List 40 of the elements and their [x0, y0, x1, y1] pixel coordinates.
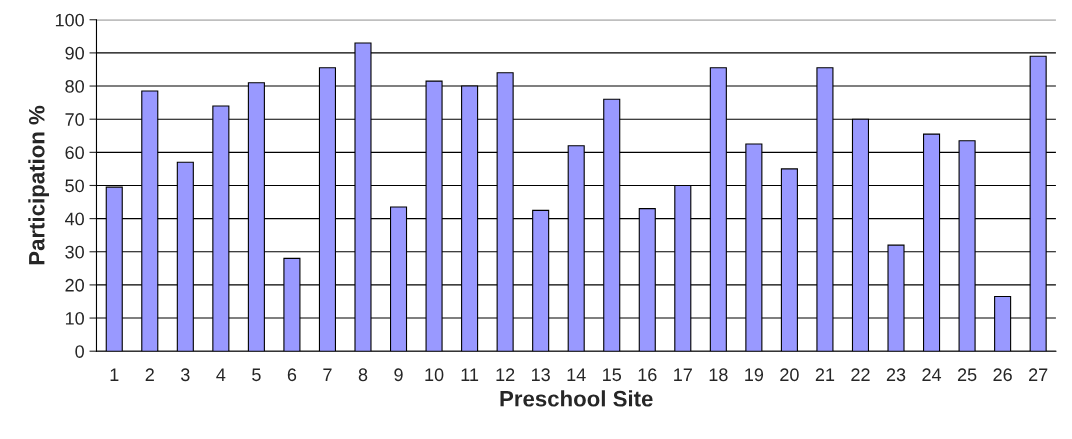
x-tick-label: 7	[323, 368, 332, 381]
x-tick-label: 13	[532, 368, 550, 382]
x-tick-label: 15	[603, 368, 622, 382]
x-tick-label: 1	[110, 368, 119, 381]
x-tick-label: 16	[638, 368, 657, 382]
y-axis-title: Participation %	[28, 105, 49, 265]
x-tick-label: 26	[993, 368, 1012, 382]
x-tick-label: 14	[567, 368, 586, 381]
x-tick-label: 5	[252, 368, 261, 382]
y-tick-label: 100	[55, 13, 84, 27]
x-tick-label: 18	[709, 368, 728, 382]
x-tick-label: 27	[1029, 368, 1048, 381]
x-tick-label: 25	[957, 368, 977, 382]
y-tick-label: 20	[65, 278, 84, 292]
y-tick-label: 50	[65, 179, 84, 193]
y-tick-label: 0	[75, 345, 84, 358]
x-tick-label: 6	[287, 368, 297, 382]
y-tick-label: 30	[65, 245, 84, 259]
x-tick-label: 10	[425, 368, 444, 382]
x-tick-label: 23	[886, 368, 906, 382]
x-tick-label: 12	[496, 368, 515, 381]
x-tick-label: 3	[180, 368, 190, 382]
y-tick-label: 60	[65, 146, 84, 160]
x-tick-label: 22	[851, 368, 870, 381]
y-tick-label: 70	[65, 113, 84, 126]
x-tick-label: 21	[815, 368, 835, 381]
x-axis-title: Preschool Site	[500, 390, 653, 407]
x-tick-label: 24	[922, 368, 942, 381]
y-tick-label: 40	[65, 212, 84, 226]
x-tick-label: 20	[780, 368, 799, 382]
x-tick-label: 4	[216, 368, 226, 381]
x-tick-label: 11	[461, 368, 479, 381]
y-tick-label: 90	[65, 46, 84, 60]
y-tick-label: 10	[65, 311, 84, 325]
x-tick-label: 8	[358, 368, 368, 382]
x-tick-label: 17	[674, 368, 692, 381]
y-tick-label: 80	[65, 79, 84, 93]
x-tick-label: 2	[145, 368, 154, 381]
x-tick-label: 19	[745, 368, 764, 382]
x-tick-label: 9	[394, 368, 403, 382]
